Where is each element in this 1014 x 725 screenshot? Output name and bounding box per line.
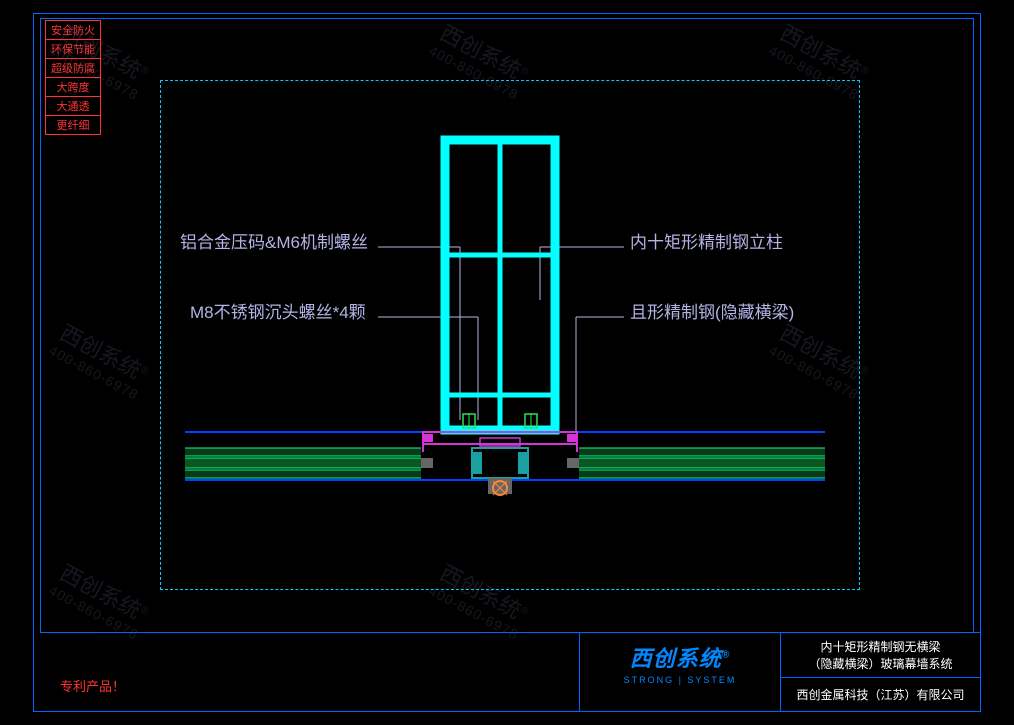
logo-subtext: STRONG | SYSTEM bbox=[596, 675, 764, 685]
cad-drawing bbox=[0, 0, 1014, 725]
logo-cell: 西创系统® STRONG | SYSTEM bbox=[580, 633, 780, 711]
logo-text: 西创系统® bbox=[596, 641, 764, 673]
patent-label: 专利产品！ bbox=[60, 676, 125, 695]
company-name: 西创金属科技（江苏）有限公司 bbox=[781, 677, 980, 711]
title-block: 西创系统® STRONG | SYSTEM 内十矩形精制钢无横梁 （隐藏横梁）玻… bbox=[579, 632, 981, 712]
drawing-title: 内十矩形精制钢无横梁 （隐藏横梁）玻璃幕墙系统 bbox=[781, 633, 980, 677]
